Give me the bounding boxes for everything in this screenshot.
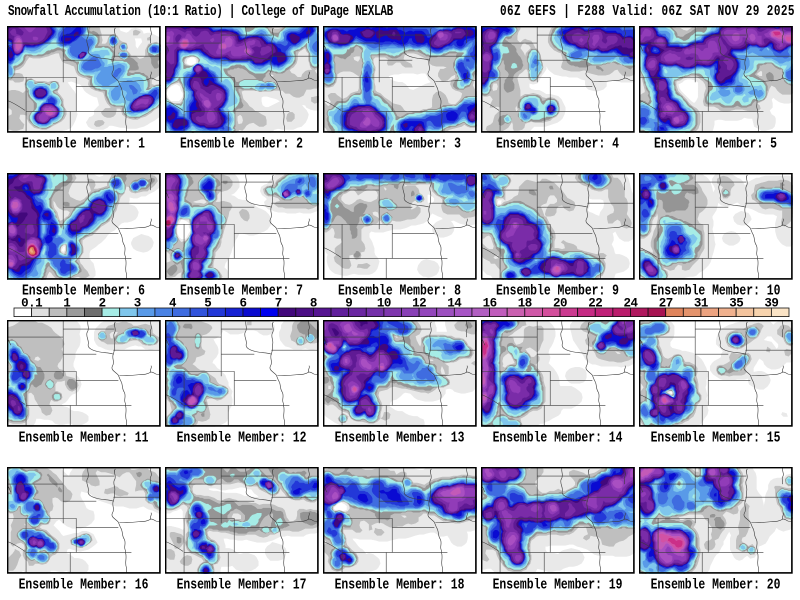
svg-text:3: 3 [134,297,141,311]
svg-text:2: 2 [99,297,106,311]
svg-text:6: 6 [239,297,246,311]
svg-text:24: 24 [623,297,638,311]
svg-text:31: 31 [694,297,708,311]
svg-text:14: 14 [447,297,462,311]
svg-text:27: 27 [659,297,673,311]
svg-text:22: 22 [588,297,602,311]
svg-text:12: 12 [412,297,426,311]
svg-text:39: 39 [764,297,778,311]
svg-text:4: 4 [169,297,177,311]
svg-text:8: 8 [310,297,317,311]
svg-text:10: 10 [377,297,391,311]
svg-text:5: 5 [204,297,211,311]
svg-text:7: 7 [275,297,282,311]
svg-text:16: 16 [483,297,497,311]
svg-text:35: 35 [729,297,743,311]
svg-text:9: 9 [345,297,352,311]
svg-text:0.1: 0.1 [21,297,42,311]
svg-text:20: 20 [553,297,567,311]
svg-text:18: 18 [518,297,532,311]
svg-text:1: 1 [63,297,70,311]
